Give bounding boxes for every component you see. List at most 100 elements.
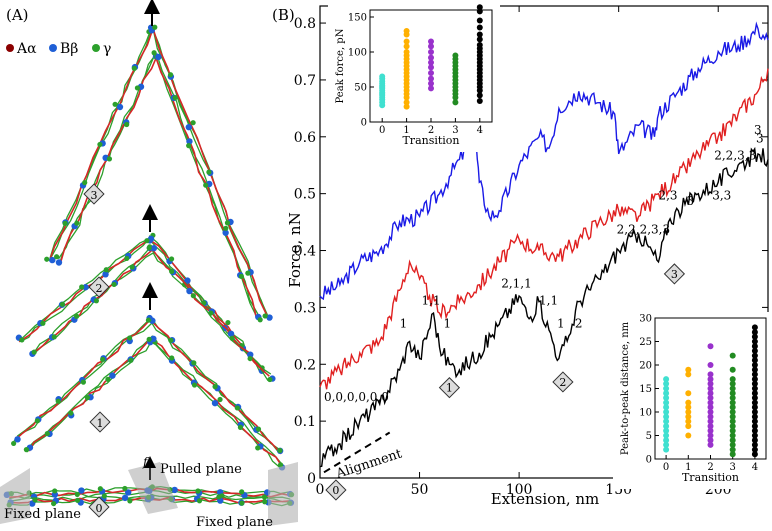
chain-stage-1-b-blob — [105, 376, 111, 382]
inset-distance-point-4-23 — [751, 343, 758, 350]
inset-force-point-1-17 — [403, 38, 410, 45]
stage-marker-b-label-0: 0 — [332, 484, 339, 497]
chain-stage-3-outer-blob — [167, 72, 174, 78]
inset-distance-x-tick-label-2: 2 — [707, 462, 713, 473]
molecule-snapshots — [3, 24, 295, 508]
chain-stage-2-b-blob — [74, 313, 80, 319]
inset-distance-point-2-2 — [707, 432, 714, 439]
chain-stage-1-b-blob — [169, 355, 175, 361]
chain-stage-2-b-blob — [51, 334, 57, 340]
chain-stage-3-inner-blob — [257, 317, 263, 323]
inset-distance-point-2-13 — [707, 380, 714, 387]
chain-stage-3-inner-blob — [55, 259, 63, 266]
inset-distance-point-1-7 — [685, 390, 692, 397]
chain-stage-1-b-strand — [26, 339, 281, 469]
chain-stage-2-b-blob — [146, 245, 152, 251]
inset-distance-y-tick-label-5: 25 — [639, 337, 652, 348]
inset-force-point-2-0 — [428, 85, 434, 92]
inset-distance-y-tick-label-3: 15 — [639, 384, 652, 395]
chain-stage-2-b-blob — [129, 264, 135, 270]
chain-stage-2-a-blob — [184, 277, 191, 284]
transition-annotation-13: 3 — [754, 123, 762, 137]
inset-distance-point-1-0 — [685, 432, 692, 439]
inset-distance-point-1-5 — [685, 404, 692, 411]
inset-force-point-2-9 — [428, 38, 434, 45]
fixed-plane-left-shape — [0, 468, 30, 524]
inset-distance-point-0-7 — [663, 413, 670, 420]
inset-distance-point-4-9 — [751, 409, 758, 415]
main-frame — [319, 5, 769, 479]
inset-force-point-2-8 — [428, 43, 434, 50]
chain-stage-3-outer-strand — [48, 30, 269, 319]
chain-stage-2-b-blob — [247, 351, 254, 358]
inset-force-x-tick-label-1: 1 — [403, 125, 409, 136]
stage-marker-b-diamond-3 — [663, 263, 686, 285]
inset-force-point-4-21 — [476, 4, 483, 11]
stage-marker-b-1: 1 — [438, 377, 461, 399]
inset-distance-point-3-8 — [729, 413, 736, 420]
inset-distance-point-3-18 — [729, 352, 736, 359]
series-line-curve-middle — [319, 68, 769, 390]
y-tick-label-8: 0.8 — [294, 16, 316, 32]
chain-stage-1-a-blob — [100, 356, 106, 363]
chain-stage-2-a-blob — [102, 271, 109, 278]
inset-distance-point-2-16 — [707, 362, 714, 368]
panel-a-molecular-snapshots: (A) Aα Bβ γ Pulled plane Fixed plane Fixed… — [0, 0, 298, 530]
inset-distance-point-2-10 — [707, 394, 714, 401]
chain-stage-1-a-blob — [127, 335, 133, 341]
legend-dot-1 — [49, 44, 57, 52]
chain-stage-2-b-blob — [111, 281, 117, 288]
chain-stage-0-b-blob — [239, 500, 245, 506]
inset-distance-point-3-12 — [729, 394, 736, 401]
panel-a-legend: Aα Bβ γ — [6, 41, 111, 57]
inset-distance-point-4-22 — [751, 347, 758, 354]
inset-force-point-4-19 — [476, 17, 483, 24]
chain-stage-0-a-blob — [171, 486, 178, 494]
inset-distance-point-4-20 — [751, 357, 758, 364]
chain-stage-1-b-blob — [128, 357, 134, 363]
inset-force-point-2-2 — [428, 75, 434, 82]
transition-annotation-0: 0,0,0,0,0,0 — [324, 390, 389, 404]
chain-stage-1-b-blob — [217, 396, 223, 403]
inset-distance-point-4-19 — [751, 362, 758, 368]
inset-distance-point-1-1 — [685, 423, 692, 430]
transition-annotation-3: 1 — [443, 316, 451, 330]
y-tick-label-3: 0.3 — [294, 300, 316, 316]
inset-distance-y-tick-label-2: 10 — [639, 408, 652, 419]
inset-distance-point-4-6 — [751, 423, 758, 430]
chain-stage-2-b — [29, 244, 276, 383]
inset-distance-point-4-1 — [751, 446, 758, 453]
chain-stage-0-a-blob — [239, 489, 245, 495]
chain-stage-1-b-blob — [150, 335, 157, 343]
chain-stage-2-b-blob — [186, 287, 193, 295]
chain-stage-1-a-blob — [14, 436, 21, 443]
inset-distance-point-0-10 — [663, 399, 670, 406]
chain-stage-0-b-blob — [127, 498, 133, 504]
panel-b-force-extension: (B) 0 50 100 150 20000.10.20.30.40.50.60.70.… — [272, 5, 769, 508]
chain-stage-1-a-blob — [255, 426, 262, 432]
chain-stage-3-inner-blob — [172, 95, 178, 101]
inset-force-point-4-18 — [476, 24, 483, 31]
chain-stage-0-a-blob — [97, 486, 103, 492]
inset-distance-point-0-2 — [663, 437, 670, 444]
inset-distance-point-2-12 — [707, 385, 714, 392]
inset-force-point-4-0 — [476, 98, 483, 104]
chain-stage-3-inner-blob — [151, 50, 157, 56]
transition-annotation-9: 2,3 — [658, 188, 677, 202]
inset-force-y-tick-label-1: 50 — [354, 83, 367, 94]
inset-force-point-2-3 — [428, 70, 434, 76]
svg-text:3: 3 — [91, 189, 98, 202]
inset-distance-point-0-4 — [663, 427, 670, 434]
chain-stage-1-b — [23, 335, 286, 471]
fixed-plane-right-shape — [268, 462, 298, 526]
chain-stage-0-a-blob — [78, 487, 85, 494]
chain-stage-2-a-blob — [59, 301, 66, 307]
chain-stage-2-b-blob — [93, 298, 99, 304]
inset-distance-point-4-18 — [751, 366, 758, 373]
inset-force-point-3-13 — [452, 52, 459, 59]
transition-annotation-7: 2 — [575, 316, 583, 330]
inset-peak-distance-chart: 0 1 2 3 4 0 5 10 15 20 25 30 Transition Peak-to-peak … — [613, 312, 772, 489]
inset-distance-point-0-9 — [663, 404, 670, 411]
chain-stage-3-outer-blob — [97, 141, 103, 148]
